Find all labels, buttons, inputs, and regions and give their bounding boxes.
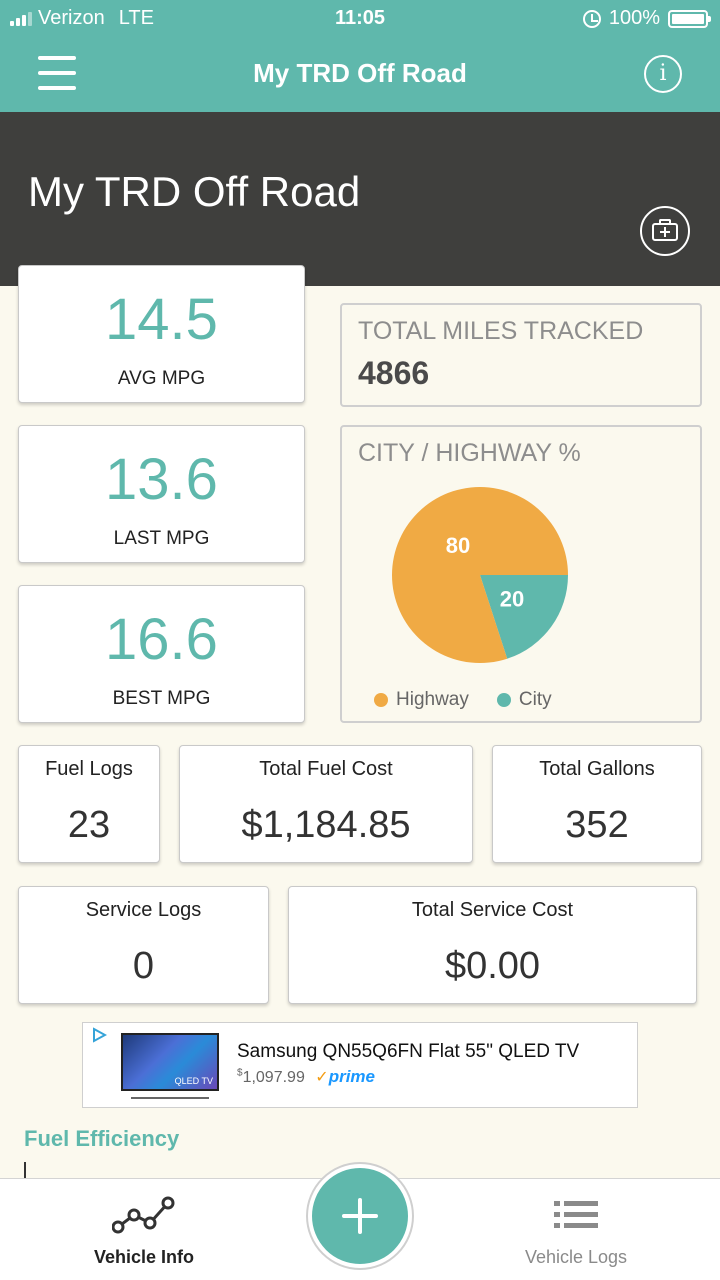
nav-title: My TRD Off Road	[253, 58, 467, 88]
pie-slice-highway	[392, 487, 568, 663]
ad-price-value: 1,097.99	[242, 1069, 305, 1086]
tv-stand	[131, 1093, 209, 1099]
tab-vehicle-info-label: Vehicle Info	[93, 1247, 195, 1267]
fuel-cost-value: $1,184.85	[241, 804, 411, 846]
total-miles-value: 4866	[358, 355, 430, 391]
status-bar: Verizon LTE 11:05 100%	[0, 0, 720, 36]
tv-image: QLED TV	[121, 1033, 219, 1091]
ad-price-symbol: $	[237, 1067, 243, 1079]
last-mpg-label: LAST MPG	[113, 528, 210, 549]
tv-image-label: QLED TV	[174, 1076, 213, 1086]
battery-icon	[668, 9, 711, 28]
clock: 11:05	[334, 7, 386, 29]
city-highway-card: CITY / HIGHWAY % 20 80 Highway City	[340, 425, 702, 723]
service-logs-value: 0	[132, 945, 155, 987]
avg-mpg-card: 14.5 AVG MPG	[18, 265, 305, 403]
info-icon[interactable]: i	[644, 55, 682, 93]
alarm-icon	[582, 9, 601, 28]
pie-legend: Highway City	[374, 689, 552, 711]
line-chart-icon	[112, 1196, 175, 1234]
carrier-name: Verizon	[38, 7, 105, 29]
fuel-efficiency-heading: Fuel Efficiency	[24, 1126, 180, 1151]
add-photo-icon[interactable]	[640, 206, 690, 256]
tab-vehicle-logs[interactable]: Vehicle Logs	[476, 1179, 676, 1280]
vehicle-name: My TRD Off Road	[28, 168, 361, 215]
fuel-logs-value: 23	[67, 804, 111, 846]
pie-label-city: 20	[500, 586, 524, 611]
service-cost-value: $0.00	[444, 945, 541, 987]
battery-percent: 100%	[608, 7, 660, 29]
avg-mpg-label: AVG MPG	[117, 368, 206, 389]
list-icon	[554, 1201, 598, 1228]
add-log-button[interactable]	[308, 1164, 412, 1268]
nav-bar: My TRD Off Road i	[0, 36, 720, 112]
service-cost-card: Total Service Cost $0.00	[288, 886, 697, 1004]
best-mpg-card: 16.6 BEST MPG	[18, 585, 305, 723]
ad-title: Samsung QN55Q6FN Flat 55" QLED TV	[237, 1041, 580, 1062]
total-gallons-value: 352	[565, 804, 629, 846]
tab-vehicle-logs-label: Vehicle Logs	[524, 1247, 628, 1267]
tab-vehicle-info[interactable]: Vehicle Info	[44, 1179, 244, 1280]
network-type: LTE	[118, 7, 154, 29]
hamburger-icon[interactable]	[38, 56, 76, 90]
best-mpg-label: BEST MPG	[112, 688, 211, 709]
total-gallons-card: Total Gallons 352	[492, 745, 702, 863]
service-cost-label: Total Service Cost	[411, 899, 574, 921]
total-miles-card: TOTAL MILES TRACKED 4866	[340, 303, 702, 407]
ad-choices-icon[interactable]	[91, 1027, 107, 1043]
signal-icon	[10, 11, 32, 26]
legend-city: City	[496, 689, 552, 711]
avg-mpg-value: 14.5	[105, 287, 218, 352]
last-mpg-value: 13.6	[105, 447, 218, 512]
pie-slice-city	[480, 575, 568, 659]
legend-highway-label: Highway	[396, 689, 469, 710]
fuel-efficiency-chart-axis	[24, 1162, 26, 1178]
pie-title: CITY / HIGHWAY %	[358, 439, 581, 467]
fuel-cost-card: Total Fuel Cost $1,184.85	[179, 745, 473, 863]
total-miles-label: TOTAL MILES TRACKED	[358, 317, 644, 345]
service-logs-card[interactable]: Service Logs 0	[18, 886, 269, 1004]
status-right: 100%	[582, 7, 711, 30]
ad-price: $1,097.99 ✓prime	[237, 1067, 375, 1087]
carrier-info: Verizon LTE	[10, 7, 154, 30]
legend-highway-dot	[374, 693, 388, 707]
fuel-cost-label: Total Fuel Cost	[259, 758, 393, 780]
last-mpg-card: 13.6 LAST MPG	[18, 425, 305, 563]
legend-highway: Highway	[374, 689, 469, 711]
prime-check-icon: ✓	[315, 1069, 329, 1086]
total-gallons-label: Total Gallons	[539, 758, 655, 780]
vehicle-header: My TRD Off Road	[0, 112, 720, 286]
fuel-logs-card[interactable]: Fuel Logs 23	[18, 745, 160, 863]
legend-city-dot	[496, 693, 511, 707]
legend-city-label: City	[518, 689, 552, 710]
fuel-logs-label: Fuel Logs	[45, 758, 133, 780]
ad-banner[interactable]: QLED TV Samsung QN55Q6FN Flat 55" QLED T…	[82, 1022, 638, 1108]
best-mpg-value: 16.6	[105, 607, 218, 672]
pie-label-highway: 80	[446, 533, 470, 558]
service-logs-label: Service Logs	[85, 899, 202, 921]
prime-label: prime	[328, 1067, 375, 1086]
